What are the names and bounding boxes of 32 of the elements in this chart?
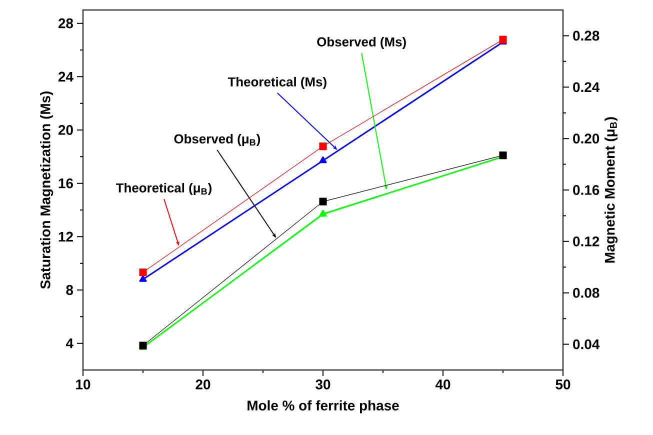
y-tick-label: 4 (66, 338, 74, 348)
x-tick-label: 50 (556, 380, 570, 390)
y-tick-label: 8 (66, 285, 74, 295)
y2-tick-label: 0.20 (573, 134, 600, 144)
y2-axis-title: Magnetic Moment (μ$_{B}$) (604, 117, 618, 263)
y-tick-label: 12 (58, 232, 73, 242)
y2-tick-label: 0.08 (573, 288, 600, 298)
y-tick-label: 24 (58, 72, 74, 82)
y2-tick-label: 0.28 (573, 30, 600, 41)
x-tick-label: 20 (196, 380, 210, 390)
y2-tick-label: 0.04 (573, 339, 600, 350)
x-axis-title: Mole % of ferrite phase (248, 400, 399, 414)
point (139, 275, 147, 282)
point (319, 156, 327, 164)
x-tick-label: 30 (316, 380, 330, 390)
y-tick-label: 16 (58, 178, 73, 188)
y-tick-label: 28 (58, 18, 74, 28)
x-tick-label: 40 (435, 380, 450, 390)
x-tick-label: 10 (76, 380, 90, 390)
annotation: Observed (μ$_{B}$) (174, 134, 260, 146)
y2-tick-label: 0.12 (573, 236, 600, 246)
point (139, 268, 147, 276)
annotation: Theoretical (Ms) (228, 76, 326, 90)
annotation: Theoretical (μ$_{B}$) (116, 182, 212, 196)
annotation: Observed (Ms) (317, 36, 406, 50)
point (319, 210, 327, 216)
point (319, 142, 327, 150)
y-tick-label: 20 (58, 125, 73, 135)
y2-tick-label: 0.24 (573, 82, 600, 92)
y-axis-title: Saturation Magnetization (Ms) (40, 92, 54, 289)
y2-tick-label: 0.16 (573, 185, 600, 195)
point (319, 198, 327, 206)
